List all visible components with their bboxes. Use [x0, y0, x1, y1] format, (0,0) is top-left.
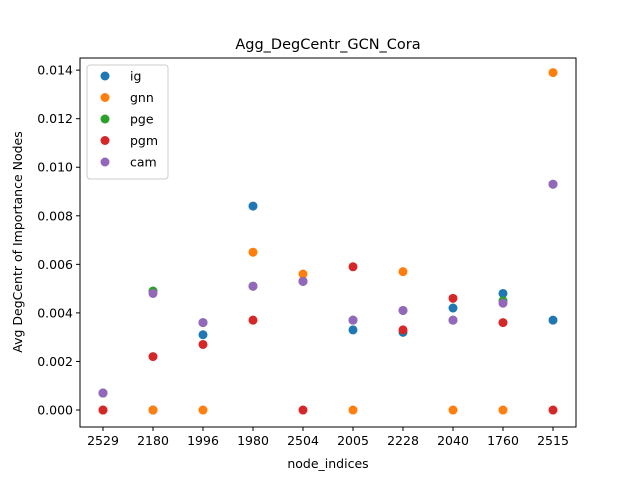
- legend-marker-pge: [100, 114, 110, 124]
- series-pgm: [98, 262, 558, 415]
- series-cam: [98, 179, 558, 398]
- point-ig-2040: [448, 303, 458, 313]
- point-ig-2005: [348, 325, 358, 335]
- y-tick-label: 0.012: [37, 111, 73, 126]
- point-pgm-2504: [298, 405, 308, 415]
- y-tick-label: 0.008: [37, 208, 73, 223]
- point-gnn-2504: [298, 269, 308, 279]
- point-cam-2005: [348, 315, 358, 325]
- y-tick-label: 0.014: [37, 63, 73, 78]
- x-tick-label: 1760: [487, 433, 519, 448]
- x-tick-label: 2515: [537, 433, 569, 448]
- y-axis-label: Avg DegCentr of Importance Nodes: [10, 131, 25, 353]
- legend-label-pge: pge: [130, 112, 154, 127]
- point-gnn-2515: [548, 68, 558, 78]
- y-tick-label: 0.004: [37, 305, 73, 320]
- x-axis: 2529 2180 1996 1980 2504 2005 2228 2040 1760 2515: [87, 427, 569, 448]
- point-gnn-2180: [148, 405, 158, 415]
- y-axis: 0.000 0.002 0.004 0.006 0.008 0.010 0.012 0.014: [37, 63, 80, 418]
- point-cam-2504: [298, 276, 308, 286]
- point-gnn-1760: [498, 405, 508, 415]
- x-tick-label: 2180: [137, 433, 169, 448]
- series-ig: [98, 201, 558, 415]
- point-pgm-2180: [148, 352, 158, 362]
- legend-marker-pgm: [100, 136, 110, 145]
- point-cam-1996: [198, 318, 208, 328]
- x-tick-label: 1980: [237, 433, 269, 448]
- x-tick-label: 2005: [337, 433, 369, 448]
- point-cam-2529: [98, 388, 108, 398]
- point-gnn-2228: [398, 267, 408, 277]
- point-cam-2180: [148, 288, 158, 298]
- x-axis-label: node_indices: [287, 456, 368, 471]
- point-pgm-1980: [248, 315, 258, 325]
- y-tick-label: 0.006: [37, 257, 73, 272]
- legend-label-pgm: pgm: [130, 133, 158, 148]
- point-pgm-2040: [448, 293, 458, 303]
- plot-area: [98, 68, 558, 415]
- point-pgm-2228: [398, 325, 408, 335]
- point-cam-1980: [248, 281, 258, 291]
- point-gnn-1980: [248, 247, 258, 257]
- x-tick-label: 2040: [437, 433, 469, 448]
- x-tick-label: 1996: [187, 433, 219, 448]
- legend: ig gnn pge pgm cam: [86, 64, 169, 180]
- point-pgm-1760: [498, 318, 508, 328]
- point-ig-1980: [248, 201, 258, 211]
- point-pgm-2005: [348, 262, 358, 272]
- y-tick-label: 0.010: [37, 160, 73, 175]
- legend-label-ig: ig: [130, 69, 141, 84]
- legend-label-gnn: gnn: [130, 90, 154, 105]
- plot-frame: [79, 57, 577, 428]
- point-ig-1760: [498, 288, 508, 298]
- x-tick-label: 2228: [387, 433, 419, 448]
- legend-label-cam: cam: [130, 155, 157, 170]
- point-ig-1996: [198, 330, 208, 340]
- x-tick-label: 2529: [87, 433, 119, 448]
- point-gnn-2005: [348, 405, 358, 415]
- legend-box: [86, 64, 169, 180]
- point-gnn-2040: [448, 405, 458, 415]
- point-pgm-2529: [98, 405, 108, 415]
- point-pgm-2515: [548, 405, 558, 415]
- y-tick-label: 0.000: [37, 403, 73, 418]
- point-cam-1760: [498, 298, 508, 308]
- point-ig-2515: [548, 315, 558, 325]
- legend-marker-gnn: [100, 93, 110, 102]
- point-pgm-1996: [198, 339, 208, 349]
- legend-marker-ig: [100, 71, 110, 81]
- legend-marker-cam: [100, 157, 110, 167]
- x-tick-label: 2504: [287, 433, 319, 448]
- point-cam-2228: [398, 305, 408, 315]
- point-gnn-1996: [198, 405, 208, 415]
- point-cam-2040: [448, 315, 458, 325]
- point-cam-2515: [548, 179, 558, 189]
- y-tick-label: 0.002: [37, 354, 73, 369]
- chart-title: Agg_DegCentr_GCN_Cora: [235, 37, 420, 53]
- series-pge: [98, 179, 558, 398]
